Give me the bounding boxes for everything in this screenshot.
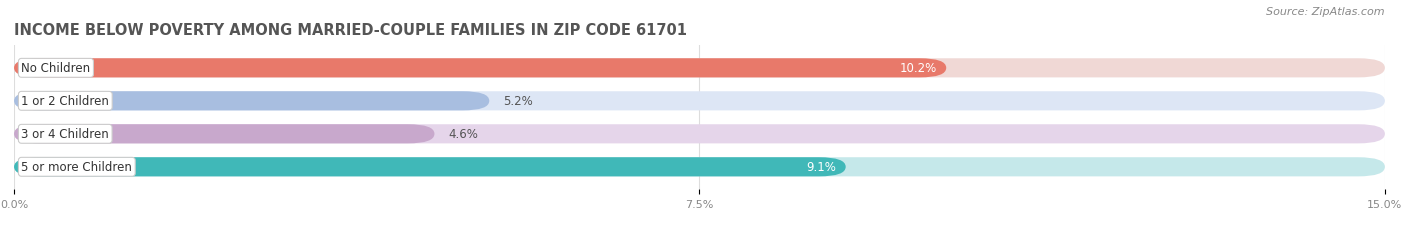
- FancyBboxPatch shape: [14, 125, 434, 144]
- Text: 3 or 4 Children: 3 or 4 Children: [21, 128, 110, 141]
- Text: 5 or more Children: 5 or more Children: [21, 161, 132, 173]
- FancyBboxPatch shape: [14, 125, 1385, 144]
- Text: INCOME BELOW POVERTY AMONG MARRIED-COUPLE FAMILIES IN ZIP CODE 61701: INCOME BELOW POVERTY AMONG MARRIED-COUPL…: [14, 23, 688, 38]
- Text: 1 or 2 Children: 1 or 2 Children: [21, 95, 110, 108]
- Text: 10.2%: 10.2%: [900, 62, 938, 75]
- FancyBboxPatch shape: [14, 92, 1385, 111]
- FancyBboxPatch shape: [14, 59, 946, 78]
- Text: No Children: No Children: [21, 62, 90, 75]
- FancyBboxPatch shape: [14, 59, 1385, 78]
- Text: Source: ZipAtlas.com: Source: ZipAtlas.com: [1267, 7, 1385, 17]
- Text: 9.1%: 9.1%: [807, 161, 837, 173]
- FancyBboxPatch shape: [14, 158, 846, 177]
- FancyBboxPatch shape: [14, 158, 1385, 177]
- FancyBboxPatch shape: [14, 92, 489, 111]
- Text: 4.6%: 4.6%: [449, 128, 478, 141]
- Text: 5.2%: 5.2%: [503, 95, 533, 108]
